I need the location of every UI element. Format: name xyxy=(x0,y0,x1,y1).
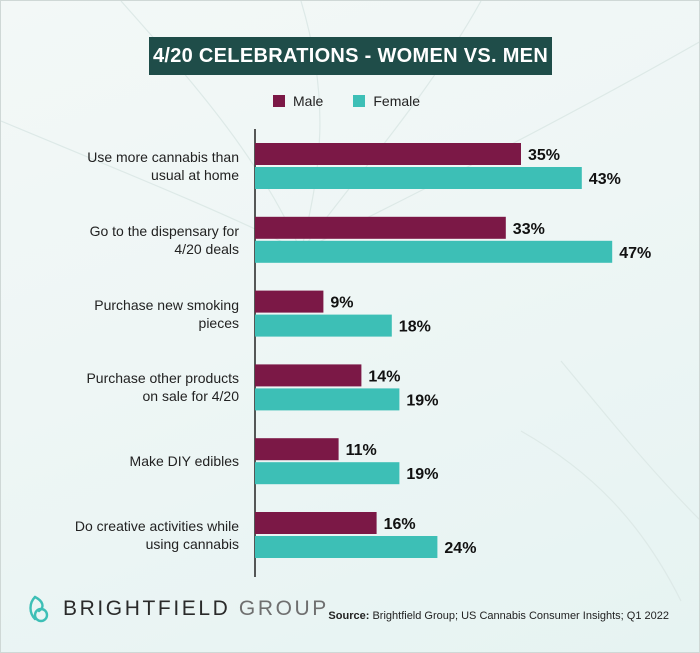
brightfield-logo: BRIGHTFIELD GROUP xyxy=(27,593,329,625)
bar-female xyxy=(255,388,400,411)
category-label-line: using cannabis xyxy=(145,536,239,552)
category-label: Go to the dispensary for 4/20 deals xyxy=(19,222,239,258)
legend-swatch-male xyxy=(273,95,285,107)
category-label-line: usual at home xyxy=(151,167,239,183)
category-label-line: Do creative activities while xyxy=(74,518,239,534)
category-label-line: on sale for 4/20 xyxy=(142,388,239,405)
category-label-line: Purchase other products xyxy=(86,370,239,387)
bar-male xyxy=(255,290,324,313)
legend-label-female: Female xyxy=(373,93,421,109)
data-label-male: 33% xyxy=(513,221,545,238)
brand-name-bold: BRIGHTFIELD xyxy=(63,597,231,620)
bar-male xyxy=(255,364,362,387)
source-note: Source: Brightfield Group; US Cannabis C… xyxy=(328,610,669,622)
legend-swatch-female xyxy=(353,95,366,107)
data-label-female: 24% xyxy=(444,540,476,557)
chart-title: 4/20 CELEBRATIONS - WOMEN VS. MEN xyxy=(149,37,552,75)
bar-male xyxy=(255,438,339,461)
data-label-female: 43% xyxy=(589,171,621,188)
bar-female xyxy=(255,240,613,263)
category-label: Purchase new smoking pieces xyxy=(19,296,239,332)
category-label: Use more cannabis than usual at home xyxy=(19,148,239,184)
category-label-line: Make DIY edibles xyxy=(129,453,239,470)
source-label: Source: xyxy=(328,610,370,622)
legend-item-male: Male xyxy=(273,93,323,109)
brightfield-logo-icon xyxy=(29,595,49,623)
data-label-female: 19% xyxy=(406,466,438,483)
data-label-female: 47% xyxy=(619,245,651,262)
brand-name: BRIGHTFIELD GROUP xyxy=(63,597,329,621)
data-label-male: 14% xyxy=(368,368,400,385)
category-label-line: Use more cannabis than xyxy=(87,149,239,165)
data-label-male: 35% xyxy=(528,147,560,164)
bar-male xyxy=(255,143,521,165)
category-label-line: Purchase new smoking xyxy=(94,296,239,313)
legend: Male Female xyxy=(273,93,420,109)
bar-female xyxy=(255,314,392,337)
category-label: Do creative activities while using cannab… xyxy=(19,517,239,553)
category-label-line: Go to the dispensary for xyxy=(89,222,239,239)
bar-female xyxy=(255,167,582,189)
bar-male xyxy=(255,512,377,534)
category-label-line: 4/20 deals xyxy=(174,240,239,257)
data-label-female: 19% xyxy=(406,392,438,409)
bar-female xyxy=(255,536,438,558)
bar-female xyxy=(255,462,400,485)
data-label-female: 18% xyxy=(399,319,431,336)
data-label-male: 11% xyxy=(346,442,377,459)
data-label-male: 9% xyxy=(330,295,353,312)
category-label: Purchase other products on sale for 4/20 xyxy=(19,369,239,405)
category-label: Make DIY edibles xyxy=(19,452,239,470)
category-label-line: pieces xyxy=(198,314,239,331)
legend-item-female: Female xyxy=(353,93,420,109)
bar-male xyxy=(255,216,506,239)
legend-label-male: Male xyxy=(293,93,324,109)
data-label-male: 16% xyxy=(384,516,416,533)
brand-name-light: GROUP xyxy=(238,597,329,620)
source-text: Brightfield Group; US Cannabis Consumer … xyxy=(372,610,669,622)
